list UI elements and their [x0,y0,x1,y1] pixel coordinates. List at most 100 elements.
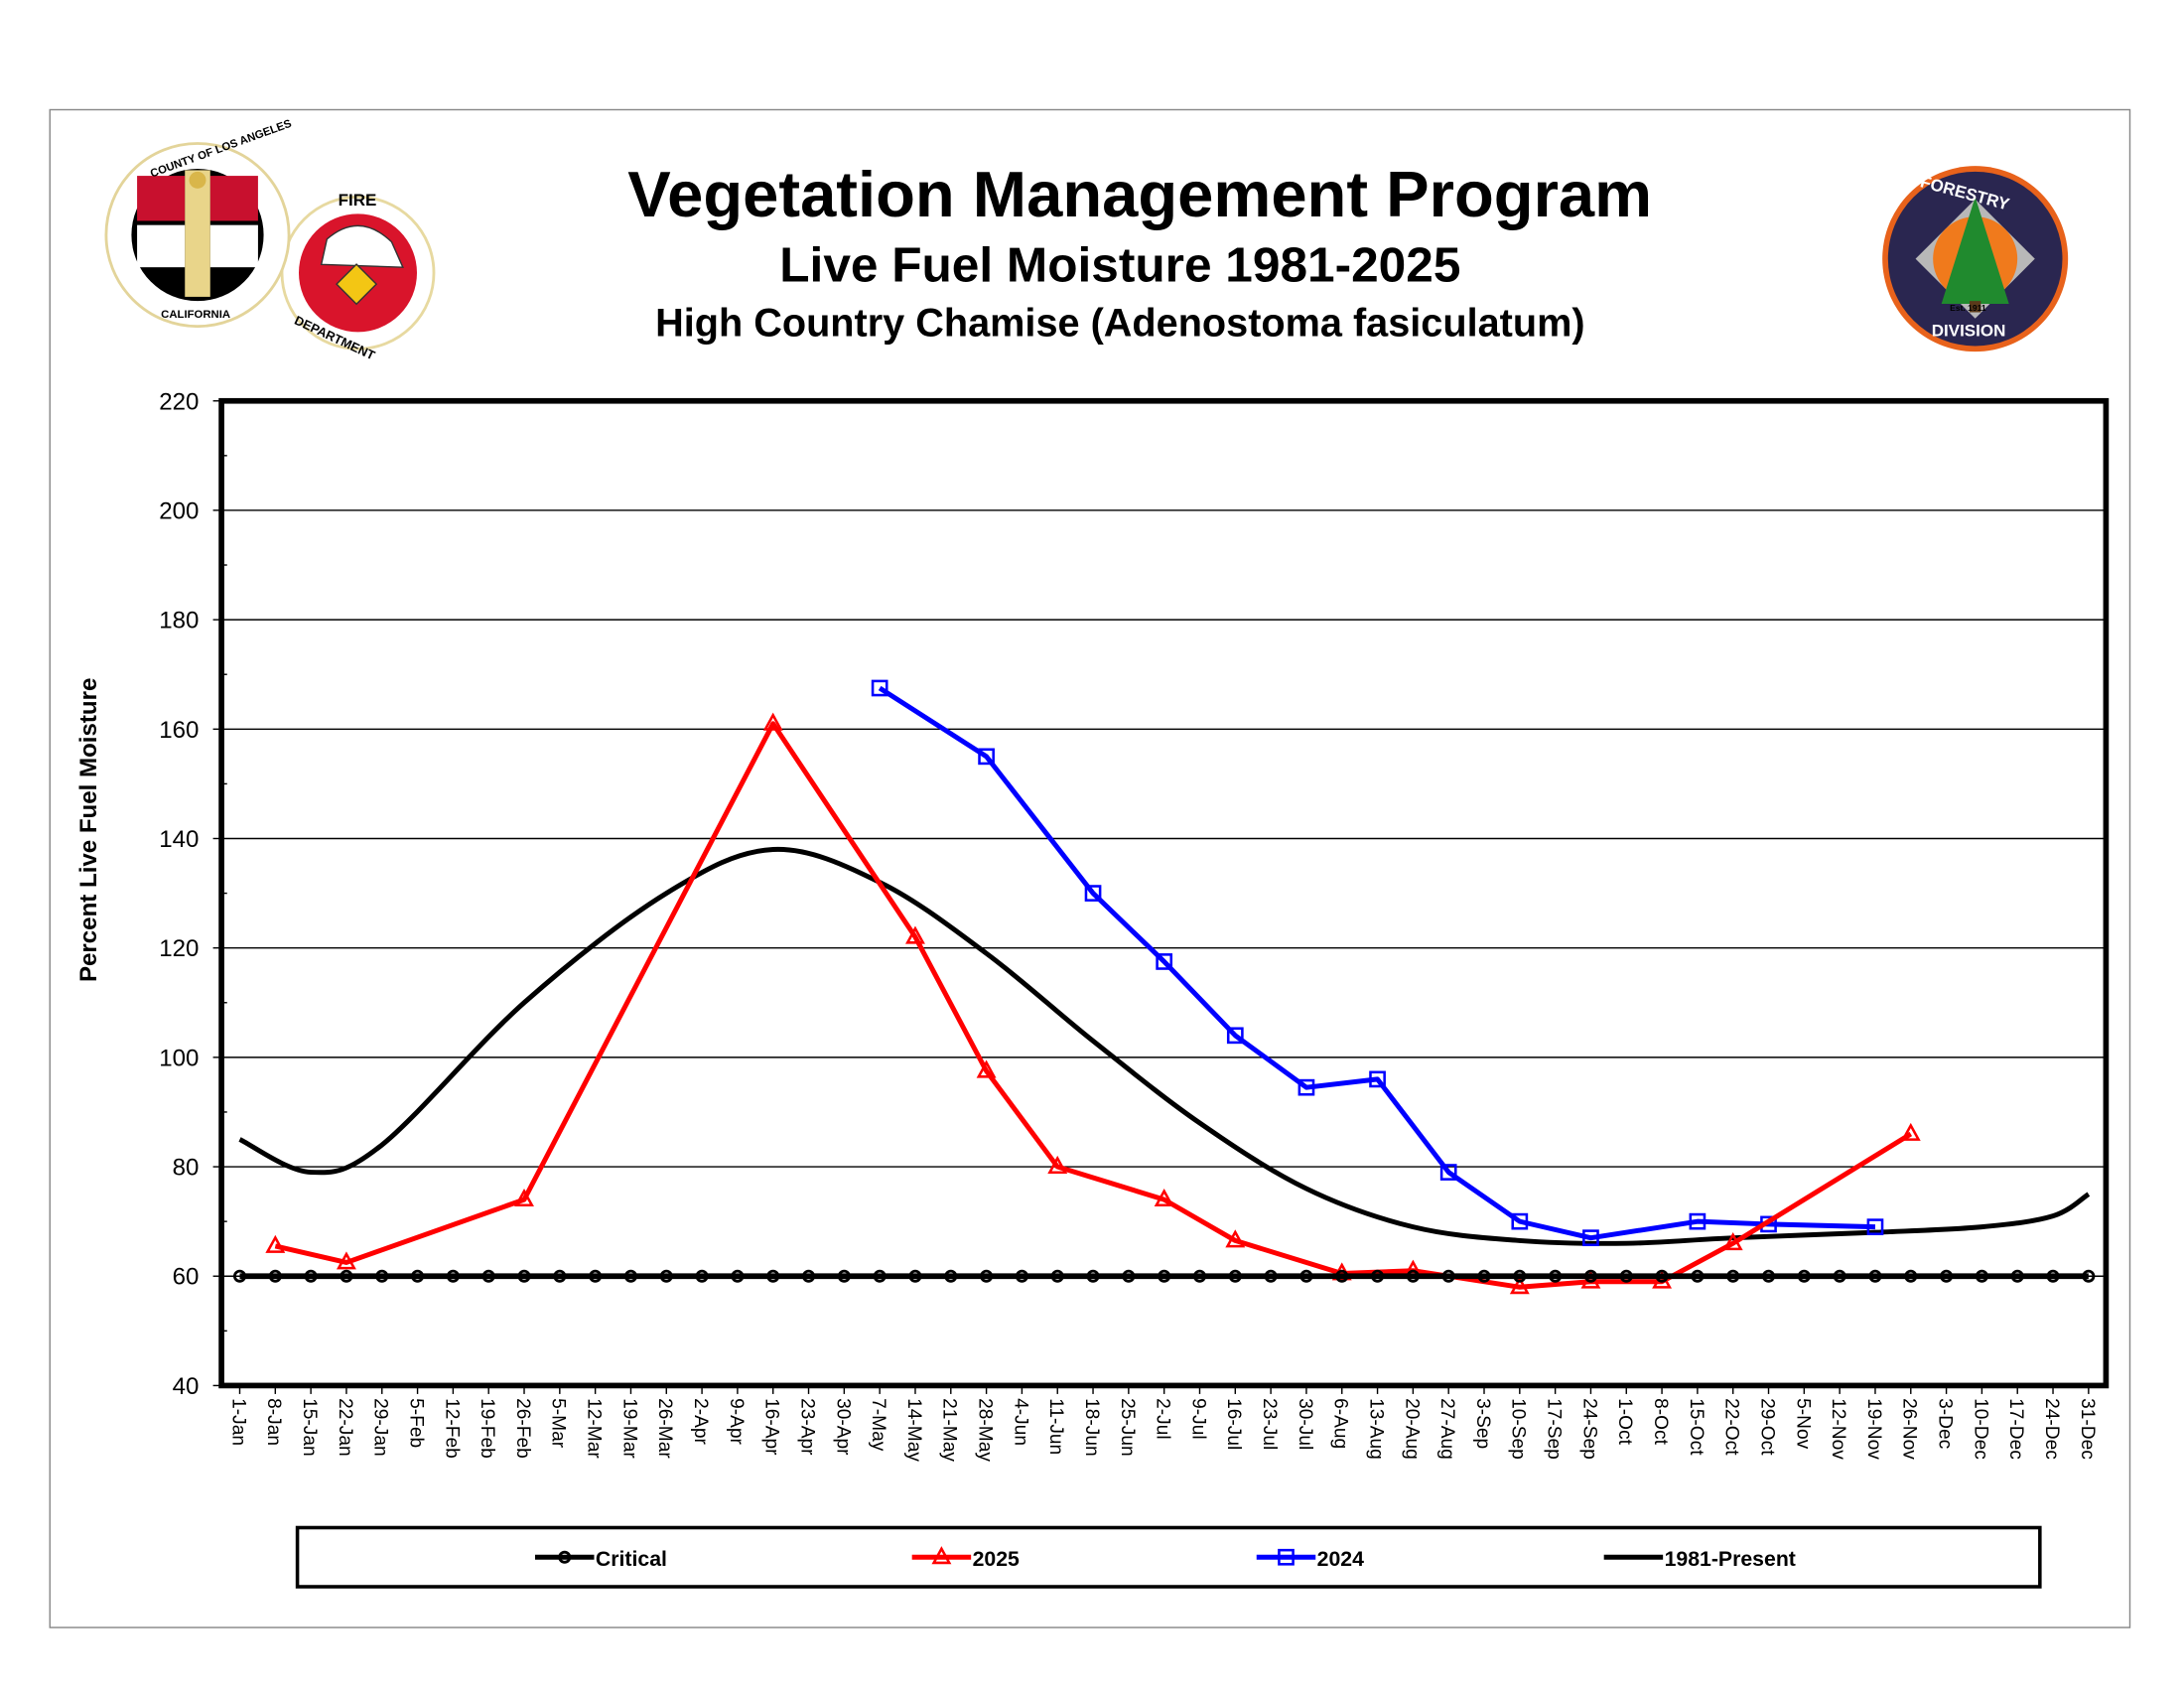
x-tick-label: 26-Mar [654,1398,675,1459]
x-tick-label: 20-Aug [1401,1398,1422,1460]
data-point-circle [1833,1269,1846,1283]
x-tick-label: 19-Mar [618,1398,639,1459]
chart-species: High Country Chamise (Adenostoma fasicul… [655,302,1584,346]
data-point-circle [1050,1269,1064,1283]
data-point-square [1278,1548,1295,1566]
series-layer [232,679,2096,1295]
data-point-triangle [1722,1232,1743,1251]
data-point-circle [446,1269,460,1283]
data-point-circle [1691,1269,1705,1283]
legend-label: 2025 [973,1547,1020,1571]
data-point-triangle [1509,1276,1530,1295]
x-tick-label: 3-Dec [1935,1398,1956,1449]
data-point-triangle [1154,1188,1174,1207]
x-tick-label: 22-Jan [335,1398,355,1456]
legend-item-1981-present: 1981-Present [1603,1547,1796,1571]
data-point-circle [1299,1269,1313,1283]
x-tick-label: 30-Apr [832,1398,853,1456]
data-point-square [1511,1212,1529,1230]
series-critical [232,1269,2096,1283]
x-tick-label: 29-Jan [370,1398,391,1456]
legend-item-2024: 2024 [1256,1547,1364,1571]
legend-item-2025: 2025 [911,1546,1020,1571]
data-point-square [1226,1027,1244,1045]
x-tick-label: 9-Jul [1187,1398,1208,1439]
data-point-triangle [931,1546,952,1565]
x-tick-label: 2-Apr [690,1398,711,1445]
y-tick-label: 40 [173,1373,200,1400]
x-tick-label: 17-Sep [1544,1398,1565,1460]
data-point-circle [944,1269,958,1283]
data-point-square [978,748,995,766]
x-tick-label: 25-Jun [1117,1398,1138,1456]
legend-label: 2024 [1317,1547,1364,1571]
data-point-circle [2010,1269,2024,1283]
svg-text:Est. 1911: Est. 1911 [1950,303,1986,313]
legend-item-critical: Critical [535,1547,667,1571]
x-tick-label: 23-Jul [1259,1398,1280,1450]
y-tick-label: 160 [159,717,199,744]
x-tick-label: 5-Nov [1792,1398,1813,1449]
x-tick-label: 19-Feb [477,1398,497,1459]
svg-text:CALIFORNIA: CALIFORNIA [161,309,230,321]
data-point-circle [553,1269,567,1283]
data-point-circle [766,1269,780,1283]
x-tick-label: 27-Aug [1436,1398,1457,1460]
data-point-circle [1797,1269,1811,1283]
x-tick-label: 28-May [975,1398,996,1462]
data-point-square [1297,1078,1315,1096]
x-tick-label: 15-Jan [299,1398,320,1456]
svg-text:DIVISION: DIVISION [1932,322,2006,341]
data-point-circle [304,1269,318,1283]
data-point-triangle [514,1188,534,1207]
data-point-circle [589,1269,603,1283]
data-point-circle [1940,1269,1954,1283]
data-point-circle [1371,1269,1385,1283]
data-point-circle [695,1269,709,1283]
x-tick-label: 3-Sep [1472,1398,1493,1449]
x-axis: 1-Jan 8-Jan 15-Jan 22-Jan 29-Jan 5-Feb 12-Feb 1… [227,1385,2098,1462]
data-point-square [1084,885,1102,902]
x-tick-label: 1-Jan [227,1398,248,1446]
x-tick-label: 12-Feb [441,1398,462,1459]
data-point-circle [623,1269,637,1283]
data-point-circle [659,1269,673,1283]
data-point-square [1369,1070,1386,1088]
x-tick-label: 18-Jun [1081,1398,1102,1456]
data-point-circle [2046,1269,2060,1283]
data-point-circle [908,1269,922,1283]
forestry-division-logo: FORESTRY Est. 1911 DIVISION [1882,166,2069,352]
data-point-circle [1904,1269,1918,1283]
series-1981-present [238,846,2091,1246]
data-point-triangle [762,712,783,731]
data-point-square [1439,1164,1457,1181]
data-point-circle [802,1269,816,1283]
y-axis-label: Percent Live Fuel Moisture [75,678,102,982]
data-point-circle [1513,1269,1527,1283]
data-point-circle [1015,1269,1028,1283]
data-point-square [1689,1212,1706,1230]
x-tick-label: 22-Oct [1721,1398,1742,1456]
data-point-circle [1868,1269,1882,1283]
x-tick-label: 30-Jul [1295,1398,1315,1450]
y-tick-label: 180 [159,608,199,634]
data-point-circle [1975,1269,1988,1283]
data-point-square [1866,1218,1884,1236]
x-tick-label: 4-Jun [1010,1398,1030,1446]
data-point-circle [2082,1269,2096,1283]
data-point-circle [558,1550,572,1564]
x-tick-label: 1-Oct [1614,1398,1635,1445]
y-tick-label: 140 [159,826,199,853]
series-2024 [871,679,1884,1247]
x-tick-label: 16-Apr [761,1398,782,1456]
x-tick-label: 31-Dec [2077,1398,2098,1460]
x-tick-label: 7-May [868,1398,888,1452]
data-point-triangle [1900,1122,1921,1141]
data-point-circle [837,1269,851,1283]
y-tick-label: 120 [159,935,199,962]
data-point-triangle [1225,1229,1246,1248]
data-point-circle [1122,1269,1136,1283]
data-point-circle [1726,1269,1740,1283]
svg-text:FIRE: FIRE [339,191,377,210]
